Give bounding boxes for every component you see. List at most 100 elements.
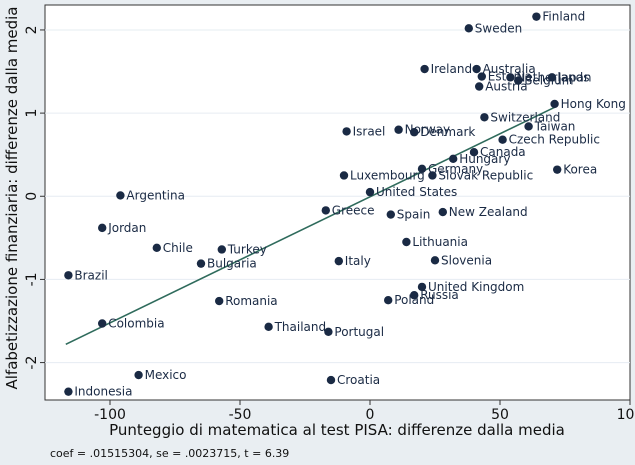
- x-tick-label: 50: [491, 407, 509, 423]
- point-label: Korea: [563, 163, 597, 177]
- plot-area: [44, 4, 631, 401]
- data-point: [402, 237, 411, 247]
- data-point: [384, 296, 393, 305]
- y-tick-label: -2: [24, 356, 40, 370]
- point-label: Lithuania: [412, 235, 468, 249]
- points-layer: FinlandSwedenIrelandAustraliaEstoniaNeth…: [64, 10, 626, 399]
- data-point: [342, 127, 351, 136]
- data-point: [532, 12, 541, 21]
- point-label: Japan: [557, 70, 591, 84]
- data-point: [514, 76, 523, 85]
- point-label: Sweden: [475, 21, 522, 35]
- data-point: [469, 147, 479, 157]
- data-point: [64, 387, 73, 396]
- point-label: Croatia: [337, 373, 380, 387]
- point-label: Spain: [397, 208, 431, 222]
- data-point: [365, 187, 375, 197]
- data-point: [410, 291, 419, 300]
- data-point: [420, 64, 429, 74]
- data-point: [477, 72, 486, 81]
- data-point: [324, 327, 333, 337]
- point-label: Chile: [163, 241, 193, 255]
- point-label: Belgium: [524, 74, 573, 88]
- data-point: [116, 191, 125, 200]
- data-point: [410, 128, 419, 137]
- data-point: [98, 319, 107, 328]
- data-point: [217, 245, 226, 254]
- point-label: Mexico: [145, 368, 187, 382]
- point-label: Slovenia: [441, 253, 492, 267]
- data-point: [475, 82, 484, 91]
- point-label: Turkey: [227, 242, 267, 256]
- data-point: [547, 73, 557, 82]
- data-point: [417, 164, 427, 174]
- point-label: Colombia: [108, 316, 164, 330]
- data-point: [506, 73, 515, 82]
- point-label: Argentina: [126, 188, 185, 202]
- point-label: Israel: [353, 124, 386, 138]
- point-label: Taiwan: [534, 119, 576, 133]
- y-tick-label: -1: [24, 272, 40, 286]
- data-point: [449, 154, 458, 164]
- point-label: Hungary: [459, 152, 510, 166]
- x-tick-label: -100: [94, 407, 126, 423]
- point-label: Slovak Republic: [438, 168, 533, 182]
- data-point: [498, 135, 507, 144]
- point-label: Germany: [428, 162, 483, 176]
- point-label: United Kingdom: [428, 280, 524, 294]
- point-label: Austria: [485, 79, 527, 93]
- data-point: [553, 165, 562, 174]
- point-label: Brazil: [74, 268, 108, 282]
- point-label: Thailand: [274, 320, 327, 334]
- data-point: [472, 64, 481, 74]
- point-label: Bulgaria: [207, 257, 257, 271]
- point-label: Finland: [542, 10, 585, 24]
- data-point: [98, 223, 107, 233]
- point-label: Ireland: [431, 62, 473, 76]
- point-label: Denmark: [420, 125, 475, 139]
- data-point: [321, 206, 330, 215]
- data-point: [480, 113, 489, 122]
- point-label: New Zealand: [449, 205, 528, 219]
- regression-note: coef = .01515304, se = .0023715, t = 6.3…: [50, 447, 289, 460]
- point-label: Italy: [345, 254, 371, 268]
- point-label: United States: [376, 185, 457, 199]
- point-label: Romania: [225, 294, 277, 308]
- x-tick-label: -50: [229, 407, 252, 423]
- point-label: Portugal: [334, 325, 384, 339]
- point-label: Russia: [420, 288, 459, 302]
- grid-layer: [45, 29, 630, 364]
- point-label: Jordan: [107, 221, 146, 235]
- data-point: [430, 256, 440, 265]
- point-label: Australia: [483, 62, 536, 76]
- point-label: Czech Republic: [509, 133, 600, 147]
- data-point: [524, 122, 533, 131]
- data-point: [64, 271, 73, 280]
- data-point: [438, 207, 447, 217]
- data-point: [264, 322, 273, 332]
- data-point: [464, 24, 473, 33]
- y-tick-label: 2: [24, 25, 40, 34]
- data-point: [339, 171, 349, 180]
- data-point: [394, 125, 403, 134]
- point-label: Indonesia: [74, 385, 132, 399]
- data-point: [326, 375, 336, 385]
- fit-layer: [65, 106, 555, 346]
- point-label: Switzerland: [490, 110, 560, 124]
- data-point: [550, 99, 559, 109]
- data-point: [152, 243, 161, 253]
- y-axis-title: Alfabetizzazione finanziaria: differenze…: [3, 6, 21, 389]
- x-tick-label: 0: [366, 407, 375, 423]
- x-axis-title: Punteggio di matematica al test PISA: di…: [109, 421, 565, 439]
- point-label: Luxembourg: [350, 168, 425, 182]
- y-tick-label: 0: [24, 192, 40, 201]
- point-label: Hong Kong: [561, 97, 626, 111]
- point-label: Canada: [480, 145, 526, 159]
- data-point: [428, 171, 437, 180]
- point-label: Poland: [394, 293, 434, 307]
- y-tick-label: 1: [24, 109, 40, 118]
- data-point: [334, 256, 343, 266]
- ticks-layer: -2 -1 0 1 2 -100 -50 0 50 100: [24, 25, 635, 423]
